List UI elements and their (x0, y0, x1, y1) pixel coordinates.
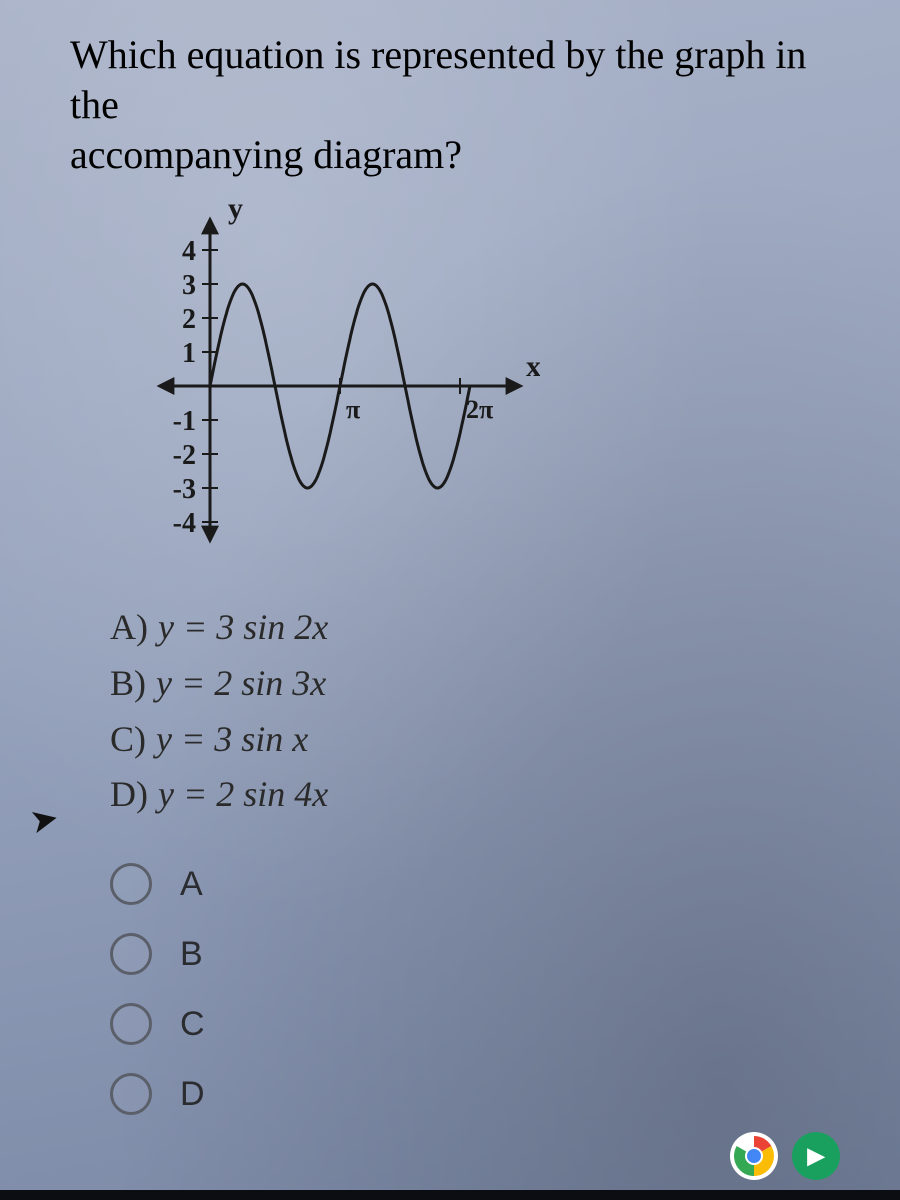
chrome-icon[interactable] (730, 1132, 778, 1180)
radio-group: ABCD (110, 863, 860, 1115)
radio-button-icon[interactable] (110, 933, 152, 975)
radio-label: B (180, 935, 203, 974)
svg-text:x: x (526, 350, 540, 383)
svg-text:2: 2 (182, 304, 196, 335)
radio-button-icon[interactable] (110, 1073, 152, 1115)
svg-text:-2: -2 (173, 440, 196, 471)
bottom-bar (0, 1190, 900, 1200)
radio-button-icon[interactable] (110, 1003, 152, 1045)
question-text: Which equation is represented by the gra… (70, 30, 860, 180)
answer-choices-list: A) y = 3 sin 2xB) y = 2 sin 3xC) y = 3 s… (110, 600, 860, 823)
radio-option-c[interactable]: C (110, 1003, 860, 1045)
radio-button-icon[interactable] (110, 863, 152, 905)
svg-text:π: π (346, 395, 360, 424)
svg-text:-4: -4 (173, 508, 196, 539)
radio-option-b[interactable]: B (110, 933, 860, 975)
choice-text: D) y = 2 sin 4x (110, 767, 860, 823)
mouse-cursor-icon: ➤ (26, 797, 62, 842)
sine-chart: y x 4321 -1-2-3-4 π 2π (120, 190, 860, 555)
radio-label: D (180, 1075, 205, 1114)
media-player-icon[interactable]: ▶ (792, 1132, 840, 1180)
svg-text:3: 3 (182, 270, 196, 301)
svg-text:1: 1 (182, 338, 196, 369)
svg-text:2π: 2π (466, 395, 493, 424)
radio-option-a[interactable]: A (110, 863, 860, 905)
svg-text:y: y (228, 192, 243, 225)
svg-text:-3: -3 (173, 474, 196, 505)
choice-text: A) y = 3 sin 2x (110, 600, 860, 656)
svg-text:-1: -1 (173, 406, 196, 437)
choice-text: C) y = 3 sin x (110, 712, 860, 768)
radio-label: C (180, 1005, 205, 1044)
taskbar: ▶ (730, 1132, 840, 1180)
radio-label: A (180, 865, 203, 904)
svg-text:4: 4 (182, 236, 196, 267)
choice-text: B) y = 2 sin 3x (110, 656, 860, 712)
radio-option-d[interactable]: D (110, 1073, 860, 1115)
